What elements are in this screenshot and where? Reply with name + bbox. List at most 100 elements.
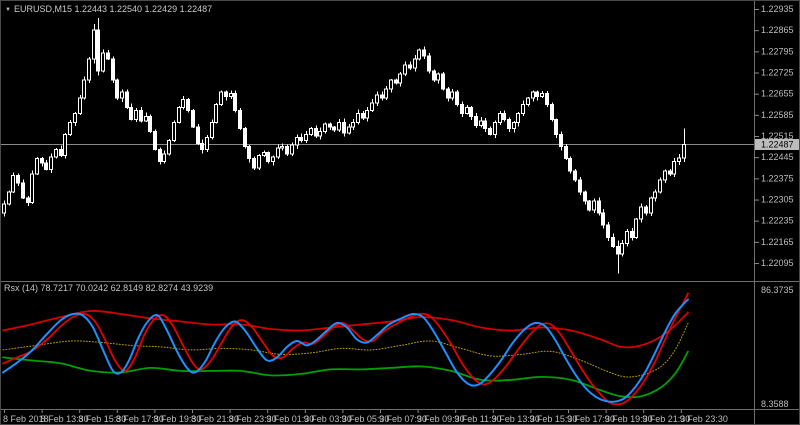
time-axis-label: 9 Feb 07:30 — [379, 414, 427, 424]
time-axis-label: 9 Feb 19:30 — [605, 414, 653, 424]
candle-bear — [455, 91, 459, 105]
candle-bear — [158, 149, 162, 163]
candle-bear — [238, 109, 242, 129]
candle-bull — [389, 79, 393, 90]
candle-bear — [247, 146, 251, 160]
candle-bear — [139, 109, 143, 122]
candle-bull — [92, 29, 96, 60]
rsx-main-blue — [2, 298, 689, 403]
time-axis-label: 8 Feb 13:30 — [41, 414, 89, 424]
candle-bull — [271, 156, 275, 163]
price-axis-label: 1.22305 — [761, 195, 794, 205]
candles-layer — [2, 18, 686, 274]
candle-bear — [550, 103, 554, 120]
chart-title: ▼ EURUSD,M15 1.22443 1.22540 1.22429 1.22… — [5, 4, 212, 16]
candle-bull — [351, 121, 355, 128]
candle-bull — [49, 156, 53, 170]
candle-bear — [252, 158, 256, 169]
candle-bear — [502, 112, 506, 120]
candle-bull — [365, 109, 369, 119]
candle-bull — [167, 140, 171, 155]
candle-bull — [403, 64, 407, 75]
candle-bear — [422, 49, 426, 57]
candle-bull — [498, 112, 502, 123]
candle-bear — [16, 174, 20, 184]
candle-bear — [21, 182, 25, 199]
candle-bear — [507, 118, 511, 129]
candle-bear — [535, 91, 539, 98]
candle-bull — [356, 112, 360, 123]
candle-bear — [243, 127, 247, 148]
candle-bear — [115, 79, 119, 99]
price-axis-label: 1.22795 — [761, 46, 794, 56]
price-axis-label: 1.22655 — [761, 89, 794, 99]
candle-bull — [68, 121, 72, 136]
candle-bull — [280, 146, 284, 149]
rsx-mid-yellow — [2, 322, 689, 378]
candle-bull — [120, 91, 124, 99]
price-axis-label: 1.22865 — [761, 25, 794, 35]
time-axis-label: 9 Feb 21:30 — [642, 414, 690, 424]
candle-bull — [540, 93, 544, 98]
candle-bear — [314, 127, 318, 137]
candle-bull — [144, 115, 148, 122]
indicator-axis[interactable]: 86.3735 8.3588 — [761, 285, 794, 409]
candle-bull — [323, 123, 327, 132]
candle-bear — [441, 73, 445, 90]
candle-bear — [432, 70, 436, 81]
chart-expand-icon[interactable]: ▼ — [5, 7, 11, 13]
price-axis-label: 1.22375 — [761, 173, 794, 183]
time-axis-label: 9 Feb 11:30 — [454, 414, 501, 424]
candle-bull — [2, 203, 6, 214]
candle-bull — [309, 127, 313, 136]
candle-bull — [73, 112, 77, 123]
candle-bull — [625, 230, 629, 244]
candle-bull — [35, 158, 39, 175]
symbol-timeframe-label: EURUSD,M15 — [13, 4, 72, 14]
candle-bear — [668, 170, 672, 175]
time-axis-label: 8 Feb 21:30 — [191, 414, 239, 424]
price-axis[interactable]: 1.22935 1.22865 1.22795 1.22725 1.22655 1.225… — [754, 4, 794, 268]
candle-bull — [663, 170, 667, 181]
rsx-fast-red — [2, 292, 689, 406]
candle-bear — [578, 179, 582, 193]
candle-bear — [200, 143, 204, 151]
candle-bear — [380, 94, 384, 99]
candle-bull — [63, 134, 67, 157]
rsx-indicator-layer — [2, 292, 689, 406]
candle-bear — [644, 206, 648, 214]
candle-bull — [658, 179, 662, 193]
time-axis-label: 9 Feb 17:30 — [567, 414, 615, 424]
candle-bull — [205, 137, 209, 151]
candle-bear — [601, 212, 605, 226]
candle-bear — [606, 224, 610, 238]
candle-bull — [101, 52, 105, 72]
candle-bull — [11, 174, 15, 193]
candle-bear — [285, 146, 289, 155]
candle-bear — [233, 93, 237, 111]
candle-bear — [394, 79, 398, 84]
candle-bear — [328, 123, 332, 128]
candle-bull — [682, 143, 686, 159]
candle-bull — [7, 191, 11, 205]
candle-bull — [347, 126, 351, 134]
candle-bull — [417, 49, 421, 60]
candle-bull — [649, 197, 653, 214]
candle-bull — [304, 134, 308, 142]
candle-bull — [172, 121, 176, 142]
candle-bear — [488, 127, 492, 136]
candle-bear — [111, 58, 115, 81]
candle-bull — [436, 73, 440, 81]
price-axis-label: 1.22445 — [761, 152, 794, 162]
candle-bull — [465, 106, 469, 114]
candle-bull — [290, 144, 294, 155]
candle-bear — [96, 29, 100, 72]
candle-bull — [479, 120, 483, 126]
candle-bear — [408, 64, 412, 69]
candle-bear — [616, 245, 620, 255]
rsx-upper-band-red — [2, 310, 689, 349]
